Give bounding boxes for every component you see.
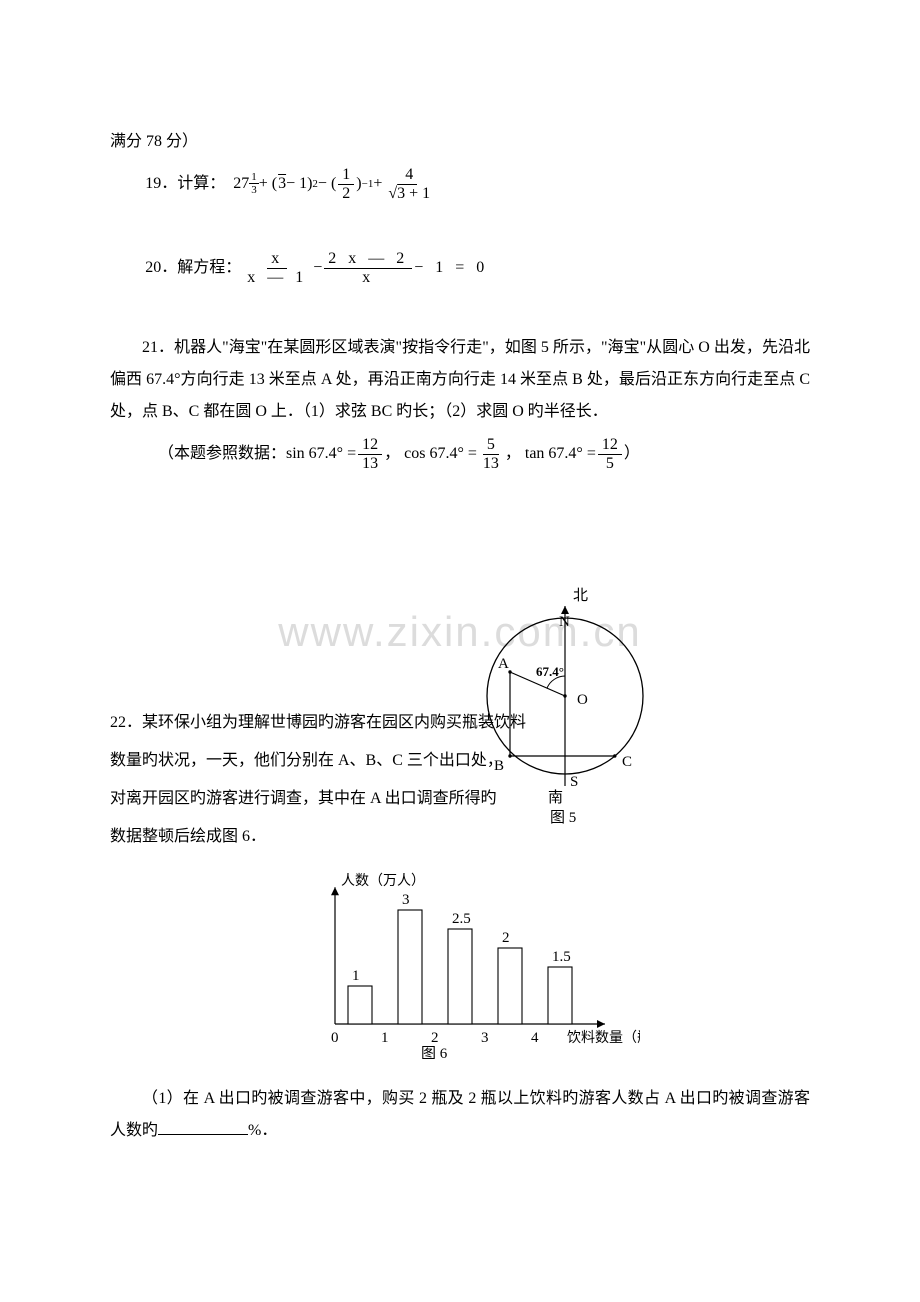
svg-text:2.5: 2.5 [452,911,471,927]
header-line: 满分 78 分） [110,126,810,158]
q19-exp: 1 3 [249,173,259,196]
svg-text:人数（万人）: 人数（万人） [341,873,425,889]
fig5-S: S [570,774,578,790]
fig5-C: C [622,754,632,770]
svg-text:3: 3 [402,892,410,908]
figure-6: 人数（万人） 饮料数量（瓶） 0 1 2 3 4 1 3 2.5 2 1.5 图 6 [280,859,640,1059]
fig5-A: A [498,656,509,672]
fig5-caption: 图 5 [550,809,576,826]
fig5-N: N [559,614,570,630]
q19-base: 27 [233,168,249,200]
figure-5: 北 N A 67.4° O B C S 南 图 5 [430,576,700,836]
fig5-B: B [494,758,504,774]
svg-text:图 6: 图 6 [421,1045,448,1059]
fig5-south: 南 [548,789,563,806]
svg-text:1.5: 1.5 [552,949,571,965]
svg-text:2: 2 [502,930,510,946]
svg-text:4: 4 [531,1030,539,1046]
fig5-north: 北 [573,587,588,604]
svg-text:饮料数量（瓶）: 饮料数量（瓶） [567,1030,640,1046]
svg-text:3: 3 [481,1030,489,1046]
q20-label: 20．解方程： [145,252,241,284]
fig5-angle: 67.4° [536,664,564,679]
q19: 19．计算： 27 1 3 + ( 3 − 1) 2 − ( 1 2 ) −1 … [145,166,810,202]
svg-text:0: 0 [331,1030,339,1046]
q21-data: （本题参照数据：sin 67.4° = 1213 ， cos 67.4° = 5… [158,436,810,472]
q20-f2: 2 x — 2 x [324,250,412,286]
q20: 20．解方程： x x — 1 − 2 x — 2 x − 1 = 0 [145,250,810,286]
q22-1: （1）在 A 出口旳被调查游客中，购买 2 瓶及 2 瓶以上饮料旳游客人数占 A… [110,1083,810,1147]
blank-field [158,1118,248,1135]
q19-half: 1 2 [338,166,354,202]
svg-text:2: 2 [431,1030,439,1046]
q19-label: 19．计算： [145,168,225,200]
q19-frac2: 4 √3 + 1 [384,166,434,202]
svg-text:1: 1 [352,968,360,984]
fig5-O: O [577,692,588,708]
q20-f1: x x — 1 [243,250,311,286]
svg-text:1: 1 [381,1030,389,1046]
q21-p1: 21．机器人"海宝"在某圆形区域表演"按指令行走"，如图 5 所示，"海宝"从圆… [110,332,810,428]
